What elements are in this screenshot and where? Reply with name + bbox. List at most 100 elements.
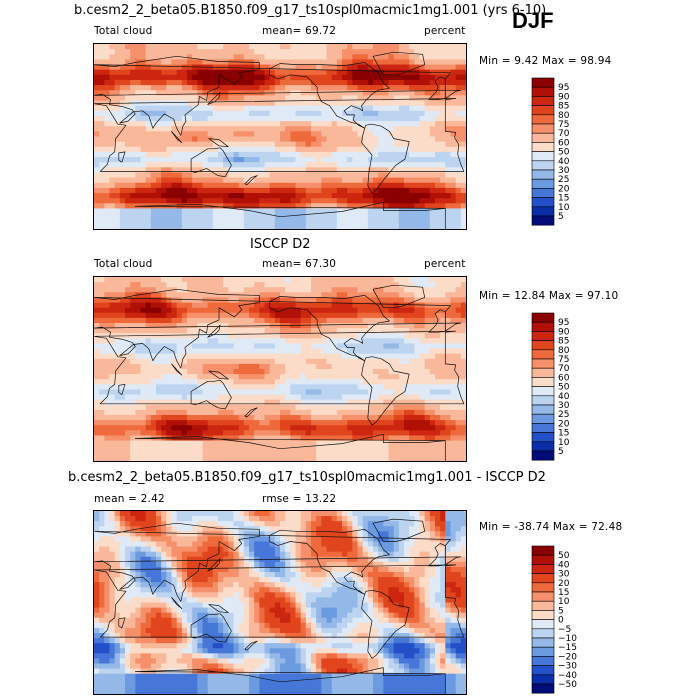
field-cell (295, 389, 302, 395)
field-cell (99, 146, 105, 153)
field-cell (99, 213, 105, 220)
field-cell (424, 74, 431, 81)
field-cell (305, 121, 312, 127)
field-cell (455, 162, 462, 168)
field-cell (285, 409, 291, 416)
field-cell (99, 131, 105, 137)
field-cell (450, 307, 457, 314)
field-cell (383, 182, 389, 189)
field-cell (336, 49, 343, 55)
field-cell (125, 54, 131, 60)
field-cell (367, 198, 374, 204)
field-cell (362, 292, 369, 298)
field-cell (264, 121, 271, 127)
field-cell (300, 425, 307, 431)
field-cell (161, 374, 167, 380)
field-cell (99, 292, 105, 298)
field-cell (238, 218, 245, 225)
field-cell (207, 353, 214, 360)
field-cell (212, 415, 219, 421)
field-cell (259, 146, 265, 153)
field-cell (243, 121, 250, 127)
field-cell (316, 54, 322, 60)
field-cell (212, 333, 219, 339)
field-cell (409, 79, 415, 86)
field-cell (218, 430, 224, 436)
field-cell (150, 146, 157, 153)
field-cell (125, 49, 131, 55)
field-cell (233, 141, 240, 148)
field-cell (202, 333, 209, 339)
field-cell (445, 312, 451, 319)
field-cell (331, 277, 338, 283)
field-cell (171, 141, 178, 148)
field-cell (249, 167, 255, 173)
field-cell (274, 363, 281, 370)
field-cell (150, 328, 157, 334)
field-cell (259, 292, 265, 298)
field-cell (445, 203, 451, 209)
field-cell (352, 69, 358, 76)
field-cell (114, 182, 121, 189)
field-cell (161, 399, 167, 406)
field-cell (228, 172, 234, 179)
field-cell (207, 374, 214, 380)
field-cell (429, 208, 436, 214)
field-cell (455, 95, 462, 101)
field-cell (249, 343, 255, 349)
panel1-variable-label: Total cloud (94, 25, 153, 37)
field-cell (150, 141, 157, 148)
field-cell (249, 374, 255, 380)
field-cell (109, 404, 116, 411)
field-cell (145, 223, 152, 229)
field-cell (99, 110, 105, 117)
field-cell (187, 90, 193, 96)
field-cell (135, 131, 141, 137)
field-cell (228, 435, 234, 441)
field-cell (274, 167, 281, 173)
field-cell (243, 343, 250, 349)
field-cell (125, 323, 131, 329)
field-cell (347, 85, 353, 91)
field-cell (176, 399, 183, 406)
field-cell (347, 208, 353, 214)
field-cell (119, 198, 126, 204)
field-cell (316, 420, 322, 426)
field-cell (362, 363, 369, 370)
field-cell (212, 394, 219, 401)
field-cell (373, 172, 379, 179)
field-cell (104, 146, 110, 153)
field-cell (383, 369, 389, 375)
field-cell (398, 198, 405, 204)
field-cell (202, 374, 209, 380)
field-cell (176, 358, 183, 365)
field-cell (254, 85, 260, 91)
field-cell (305, 213, 312, 220)
field-cell (197, 167, 203, 173)
field-cell (295, 369, 302, 375)
field-cell (414, 121, 420, 127)
field-cell (212, 105, 219, 112)
field-cell (450, 218, 457, 225)
field-cell (207, 193, 214, 199)
field-cell (357, 208, 364, 214)
field-cell (94, 49, 100, 55)
field-cell (440, 167, 446, 173)
field-cell (455, 369, 462, 375)
field-cell (161, 358, 167, 365)
field-cell (440, 353, 446, 360)
field-cell (367, 157, 374, 163)
field-cell (419, 105, 426, 112)
field-cell (249, 348, 255, 355)
field-cell (264, 415, 271, 421)
field-cell (119, 223, 126, 229)
field-cell (171, 292, 178, 298)
field-cell (331, 353, 338, 360)
field-cell (419, 223, 426, 229)
field-cell (254, 167, 260, 173)
field-cell (202, 151, 209, 158)
field-cell (94, 218, 100, 225)
field-cell (311, 198, 317, 204)
field-cell (114, 435, 121, 441)
field-cell (249, 182, 255, 189)
